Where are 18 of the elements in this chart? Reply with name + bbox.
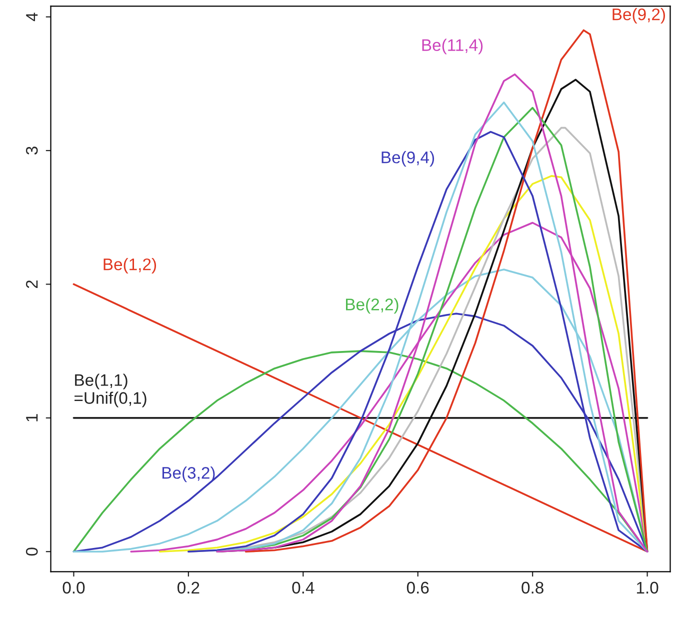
y-tick-label: 2	[26, 280, 38, 288]
y-tick-label: 0	[26, 548, 38, 556]
x-tick-label: 0.4	[292, 582, 314, 594]
text: Be(11,4)	[422, 38, 483, 54]
series-label: Be(9,2)	[612, 8, 665, 24]
series-label: Be(3,2)	[162, 466, 215, 482]
series-label: Be(1,2)	[104, 258, 156, 274]
series-label: Be(9,4)	[382, 151, 434, 167]
text: Be(2,2)	[346, 298, 398, 314]
y-tick-label: 3	[26, 146, 38, 155]
y-tick-label: 4	[26, 12, 38, 22]
x-tick-label: 0.0	[62, 582, 85, 594]
x-tick-label: 0.6	[406, 582, 429, 594]
series-label: Be(1,1) =Unif(0,1)	[74, 374, 146, 408]
x-tick-label: 0.8	[522, 582, 544, 594]
x-tick-label: 0.2	[178, 582, 200, 594]
y-tick-label: 1	[26, 414, 38, 422]
x-tick-label: 1.0	[636, 582, 658, 594]
